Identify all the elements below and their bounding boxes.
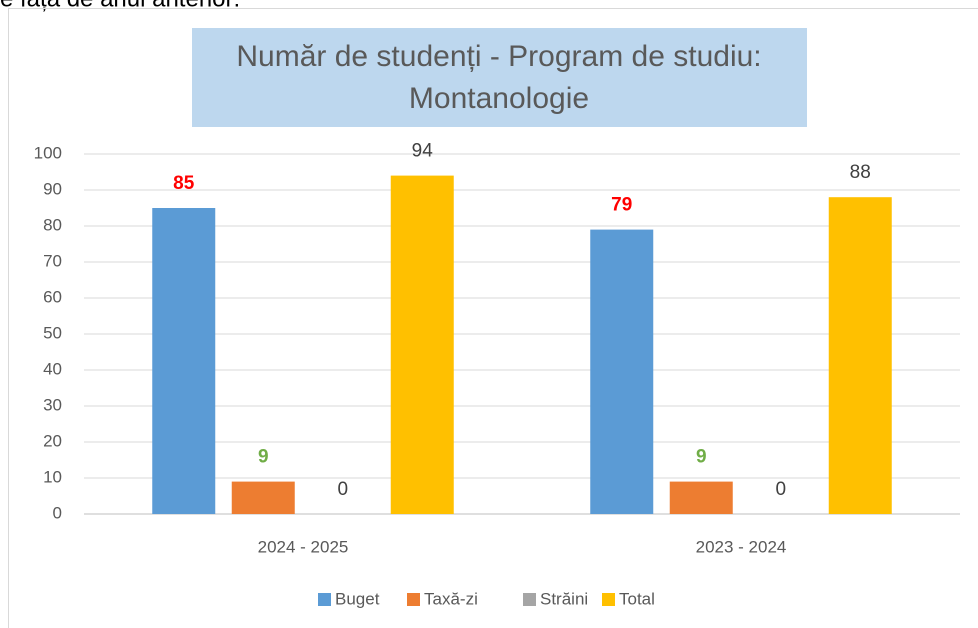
bar bbox=[669, 481, 733, 514]
data-label: 0 bbox=[775, 479, 786, 500]
bar bbox=[152, 208, 216, 514]
y-tick-label: 50 bbox=[43, 323, 62, 342]
chart-title: Montanologie bbox=[409, 82, 589, 115]
legend-label: Străini bbox=[540, 589, 588, 608]
header-text: re față de anul anterior: bbox=[0, 0, 240, 12]
data-label: 0 bbox=[337, 479, 348, 500]
bar bbox=[828, 197, 892, 514]
title-box bbox=[192, 28, 807, 127]
y-tick-label: 30 bbox=[43, 395, 62, 414]
y-tick-label: 60 bbox=[43, 287, 62, 306]
bar bbox=[590, 229, 654, 514]
data-label: 85 bbox=[173, 173, 195, 194]
legend-label: Buget bbox=[335, 589, 380, 608]
legend-swatch bbox=[318, 593, 331, 606]
y-tick-label: 80 bbox=[43, 215, 62, 234]
legend-label: Total bbox=[619, 589, 655, 608]
data-label: 79 bbox=[611, 195, 632, 216]
x-tick-label: 2024 - 2025 bbox=[258, 537, 349, 556]
legend-swatch bbox=[523, 593, 536, 606]
y-tick-label: 70 bbox=[43, 251, 62, 270]
bar bbox=[231, 481, 295, 514]
bar bbox=[390, 175, 454, 514]
legend-swatch bbox=[407, 593, 420, 606]
chart-frame bbox=[8, 8, 978, 628]
y-tick-label: 20 bbox=[43, 431, 62, 450]
data-label: 88 bbox=[850, 162, 871, 183]
chart-title: Număr de studenți - Program de studiu: bbox=[236, 40, 761, 73]
y-tick-label: 40 bbox=[43, 359, 62, 378]
legend-label: Taxă-zi bbox=[424, 589, 478, 608]
data-label: 9 bbox=[696, 447, 707, 468]
data-label: 9 bbox=[258, 447, 269, 468]
y-tick-label: 100 bbox=[34, 143, 62, 162]
y-tick-label: 90 bbox=[43, 179, 62, 198]
y-tick-label: 10 bbox=[43, 467, 62, 486]
x-tick-label: 2023 - 2024 bbox=[696, 537, 787, 556]
y-tick-label: 0 bbox=[53, 503, 62, 522]
legend-swatch bbox=[602, 593, 615, 606]
data-label: 94 bbox=[412, 141, 434, 162]
